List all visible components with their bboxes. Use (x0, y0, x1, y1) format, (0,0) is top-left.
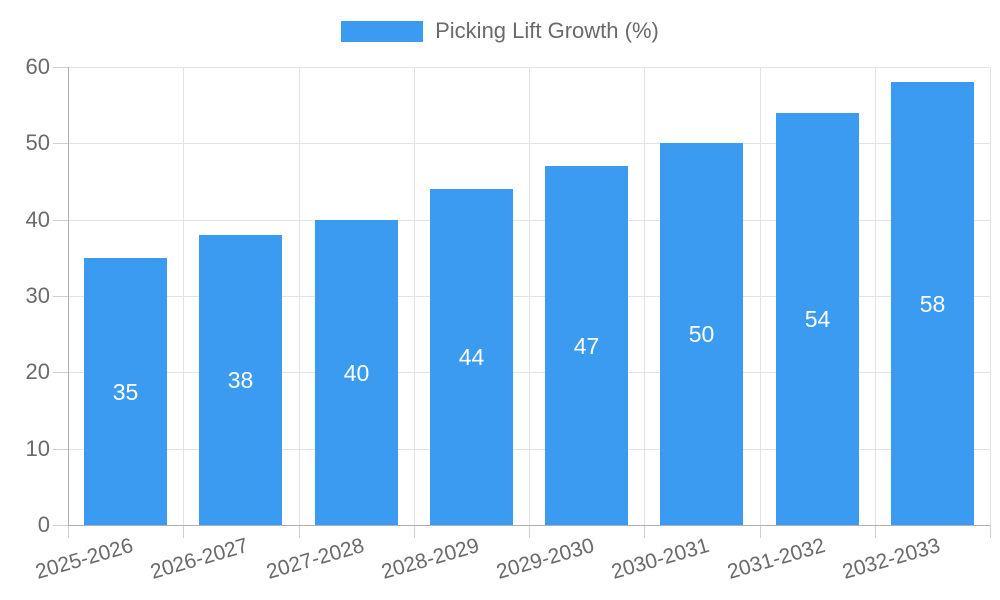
gridline-vertical (875, 67, 876, 525)
gridline-vertical (183, 67, 184, 525)
y-axis-tick (53, 525, 68, 526)
x-axis-label: 2025-2026 (33, 534, 136, 584)
y-axis-tick (53, 67, 68, 68)
y-axis-label: 10 (25, 436, 50, 461)
y-axis-label: 40 (25, 207, 50, 232)
x-axis-label: 2031-2032 (724, 534, 828, 584)
y-axis-line (68, 67, 69, 525)
gridline-vertical (529, 67, 530, 525)
y-axis-tick (53, 220, 68, 221)
y-axis-tick (53, 372, 68, 373)
x-axis-label: 2026-2027 (148, 534, 252, 584)
x-axis-tick (299, 525, 300, 538)
x-axis-label: 2032-2033 (839, 534, 943, 584)
bar-value-label: 35 (112, 378, 139, 405)
bar: 58 (891, 82, 974, 525)
gridline-vertical (644, 67, 645, 525)
gridline-vertical (760, 67, 761, 525)
bar: 40 (315, 220, 398, 525)
y-axis-label: 60 (25, 54, 50, 79)
bar: 35 (84, 258, 167, 525)
y-axis-label: 30 (25, 283, 50, 308)
bar-value-label: 47 (573, 332, 600, 359)
x-axis-label: 2030-2031 (609, 534, 713, 584)
x-axis-tick (529, 525, 530, 538)
x-axis-tick (875, 525, 876, 538)
bar-value-label: 40 (343, 359, 370, 386)
bar: 50 (660, 143, 743, 525)
x-axis-label: 2027-2028 (263, 534, 367, 584)
x-axis-tick (760, 525, 761, 538)
y-axis-tick (53, 449, 68, 450)
bar: 44 (430, 189, 513, 525)
y-axis-label: 0 (37, 512, 50, 537)
x-axis-tick (68, 525, 69, 538)
bar-value-label: 54 (804, 306, 831, 332)
x-axis-line (68, 525, 990, 526)
gridline-vertical (299, 67, 300, 525)
y-axis-label: 50 (25, 130, 50, 155)
y-axis-tick (53, 143, 68, 144)
bar-value-label: 38 (227, 367, 254, 393)
bar-value-label: 50 (688, 321, 715, 347)
legend-label: Picking Lift Growth (%) (435, 18, 659, 43)
x-axis-tick (414, 525, 415, 538)
bar: 54 (776, 113, 859, 525)
x-axis-tick (183, 525, 184, 538)
gridline-vertical (414, 67, 415, 525)
bar-value-label: 58 (919, 290, 946, 317)
bar: 47 (545, 166, 628, 525)
bar-value-label: 44 (458, 344, 485, 370)
x-axis-label: 2029-2030 (494, 534, 597, 584)
y-axis-label: 20 (25, 359, 50, 384)
legend-item[interactable]: Picking Lift Growth (%) (0, 18, 1000, 44)
gridline-vertical (990, 67, 991, 525)
x-axis-label: 2028-2029 (378, 534, 482, 584)
legend-swatch (341, 20, 424, 42)
x-axis-tick (644, 525, 645, 538)
y-axis-tick (53, 296, 68, 297)
x-axis-tick (990, 525, 991, 538)
bar: 38 (199, 235, 282, 525)
